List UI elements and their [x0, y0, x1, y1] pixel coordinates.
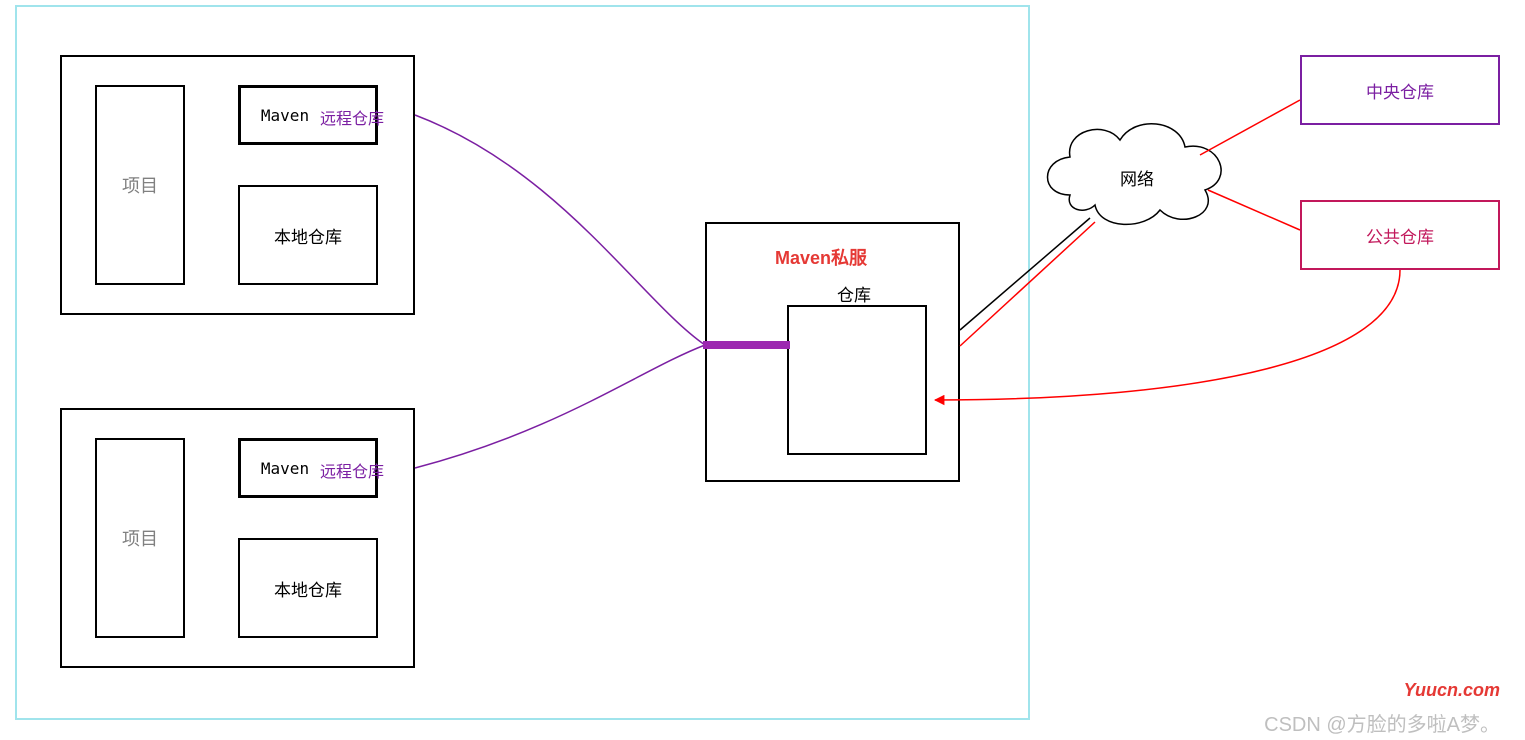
maven-server-repo-box: [787, 305, 927, 455]
csdn-watermark: CSDN @方脸的多啦A梦。: [1264, 708, 1500, 737]
local-repo-label: 本地仓库: [274, 576, 342, 601]
project-box-1: 项目: [95, 85, 185, 285]
maven-label: Maven: [261, 459, 309, 478]
edge-cloud-central: [1200, 100, 1300, 155]
project-box-2: 项目: [95, 438, 185, 638]
remote-repo-label-2: 远程仓库: [320, 458, 384, 482]
cloud-label: 网络: [1120, 165, 1154, 190]
local-repo-box-2: 本地仓库: [238, 538, 378, 638]
project-label: 项目: [122, 525, 158, 551]
public-repo-box: 公共仓库: [1300, 200, 1500, 270]
maven-server-repo-label: 仓库: [837, 281, 871, 306]
remote-repo-label-1: 远程仓库: [320, 105, 384, 129]
edge-cloud-public: [1208, 190, 1300, 230]
local-repo-label: 本地仓库: [274, 223, 342, 248]
local-repo-box-1: 本地仓库: [238, 185, 378, 285]
public-repo-label: 公共仓库: [1366, 223, 1434, 248]
maven-server-title: Maven私服: [775, 244, 867, 270]
central-repo-label: 中央仓库: [1366, 78, 1434, 103]
project-label: 项目: [122, 172, 158, 198]
central-repo-box: 中央仓库: [1300, 55, 1500, 125]
yuucn-watermark: Yuucn.com: [1404, 680, 1500, 701]
maven-label: Maven: [261, 106, 309, 125]
